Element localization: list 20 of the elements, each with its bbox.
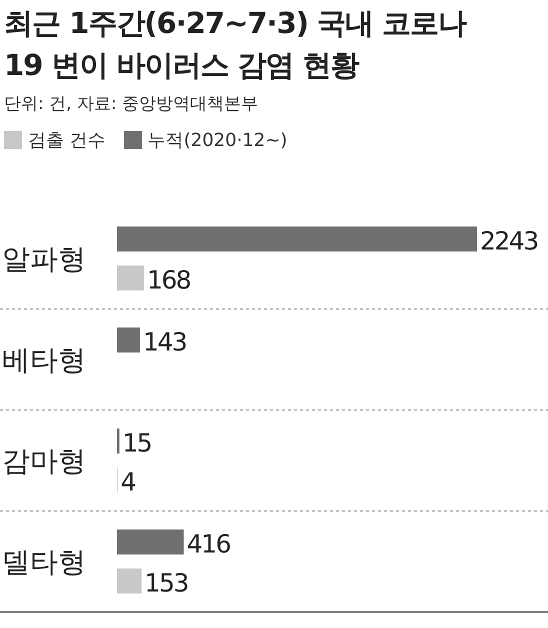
chart-title: 최근 1주간(6·27~7·3) 국내 코로나19 변이 바이러스 감염 현황 xyxy=(4,5,468,84)
y-tick-label: 델타형 xyxy=(2,546,86,578)
y-tick-label: 베타형 xyxy=(2,344,86,376)
y-tick-label: 감마형 xyxy=(2,444,86,478)
bar xyxy=(117,530,184,554)
y-tick-label: 알파형 xyxy=(2,242,86,276)
data-label: 168 xyxy=(146,266,191,294)
data-label: 15 xyxy=(122,428,152,458)
legend-label: 누적(2020·12~) xyxy=(146,129,288,152)
bar xyxy=(117,328,140,352)
legend-label: 검출 건수 xyxy=(27,129,106,152)
data-label: 153 xyxy=(144,568,188,598)
chart-subtitle: 단위: 건, 자료: 중앙방역대책본부 xyxy=(4,93,258,115)
data-label: 2243 xyxy=(480,226,538,256)
data-label: 4 xyxy=(120,468,136,496)
bar xyxy=(117,266,144,290)
bar xyxy=(117,226,477,252)
bar xyxy=(117,568,142,594)
data-label: 416 xyxy=(186,530,231,558)
data-label: 143 xyxy=(142,328,186,356)
